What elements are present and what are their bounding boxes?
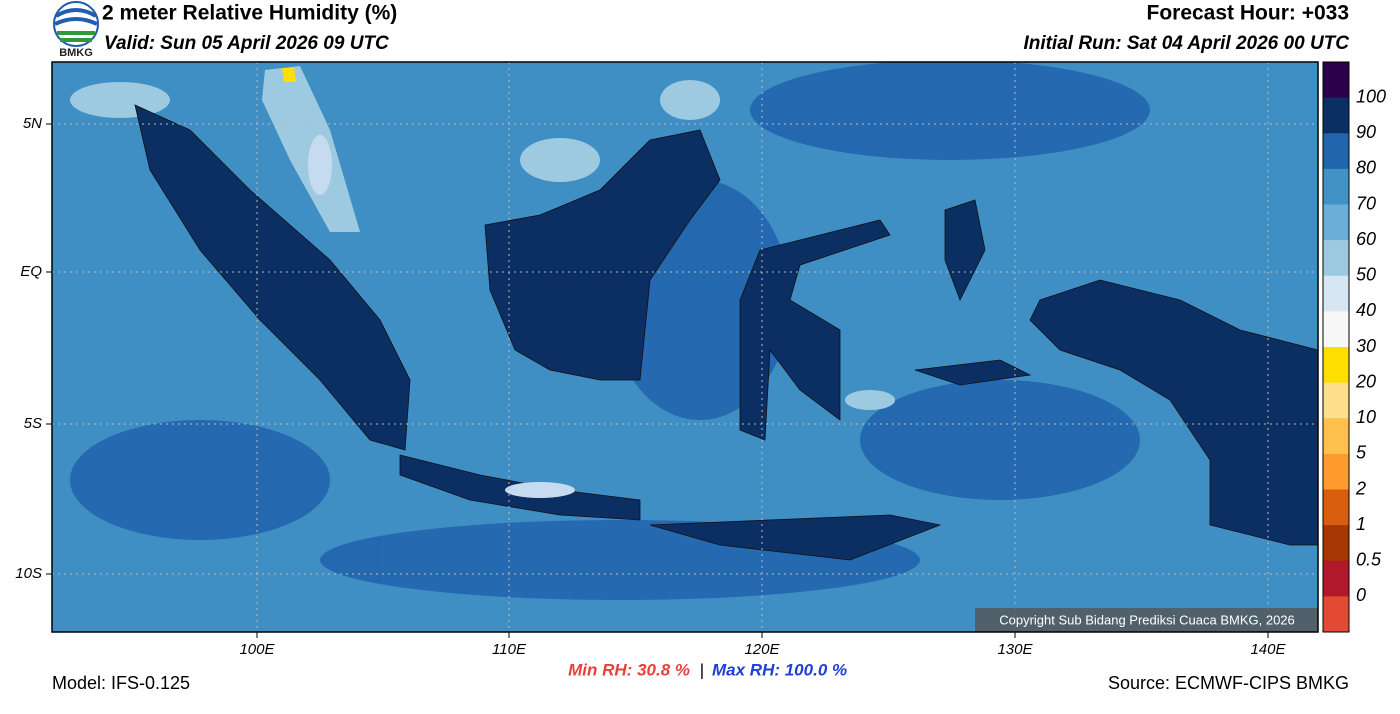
lon-label: 110E	[492, 641, 527, 658]
colorbar-segment	[1323, 275, 1349, 312]
lat-label: EQ	[20, 263, 42, 280]
colorbar-segment	[1323, 347, 1349, 384]
colorbar-segment	[1323, 311, 1349, 348]
colorbar-label: 1	[1356, 514, 1366, 534]
colorbar-segment	[1323, 453, 1349, 490]
colorbar-label: 40	[1356, 300, 1376, 320]
colorbar-segment	[1323, 168, 1349, 205]
lat-label: 5S	[24, 415, 42, 432]
colorbar-frame	[1322, 61, 1350, 633]
colorbar-label: 90	[1356, 122, 1376, 142]
colorbar-segment	[1323, 382, 1349, 419]
separator: |	[700, 660, 704, 679]
colorbar-label: 5	[1356, 443, 1367, 463]
colorbar-label: 70	[1356, 193, 1376, 213]
colorbar-label: 2	[1355, 478, 1366, 498]
colorbar-label: 0	[1356, 585, 1366, 605]
lon-label: 120E	[744, 641, 780, 658]
colorbar-segment	[1323, 418, 1349, 455]
colorbar-label: 20	[1355, 371, 1376, 391]
map: Copyright Sub Bidang Prediksi Cuaca BMKG…	[52, 62, 1318, 632]
colorbar-segment	[1323, 560, 1349, 597]
colorbar-label: 80	[1356, 158, 1376, 178]
valid-time: Valid: Sun 05 April 2026 09 UTC	[104, 33, 389, 54]
colorbar-segment	[1323, 97, 1349, 134]
max-rh: Max RH: 100.0 %	[712, 660, 847, 679]
colorbar-label: 10	[1356, 407, 1376, 427]
forecast-hour: Forecast Hour: +033	[1147, 2, 1350, 25]
colorbar-segment	[1323, 489, 1349, 526]
colorbar-label: 30	[1356, 336, 1376, 356]
logo-text: BMKG	[59, 47, 93, 59]
lon-label: 140E	[1250, 641, 1286, 658]
colorbar-segment	[1323, 525, 1349, 562]
lat-label: 10S	[15, 565, 42, 582]
colorbar-label: 0.5	[1356, 550, 1382, 570]
title: 2 meter Relative Humidity (%)	[102, 2, 397, 25]
logo: BMKG	[53, 1, 99, 59]
colorbar-segment	[1323, 596, 1349, 633]
lon-label: 100E	[239, 641, 275, 658]
copyright: Copyright Sub Bidang Prediksi Cuaca BMKG…	[999, 612, 1295, 627]
model: Model: IFS-0.125	[52, 673, 190, 693]
source: Source: ECMWF-CIPS BMKG	[1108, 673, 1349, 693]
colorbar-label: 60	[1356, 229, 1376, 249]
colorbar-segment	[1323, 62, 1349, 99]
lat-label: 5N	[23, 115, 42, 132]
min-rh: Min RH: 30.8 %	[568, 660, 690, 679]
colorbar-label: 50	[1356, 265, 1376, 285]
colorbar-label: 100	[1356, 86, 1386, 106]
map-frame	[51, 61, 1319, 633]
colorbar-segment	[1323, 240, 1349, 277]
initial-run: Initial Run: Sat 04 April 2026 00 UTC	[1023, 33, 1349, 54]
colorbar-segment	[1323, 133, 1349, 170]
lon-label: 130E	[997, 641, 1033, 658]
colorbar-segment	[1323, 204, 1349, 241]
